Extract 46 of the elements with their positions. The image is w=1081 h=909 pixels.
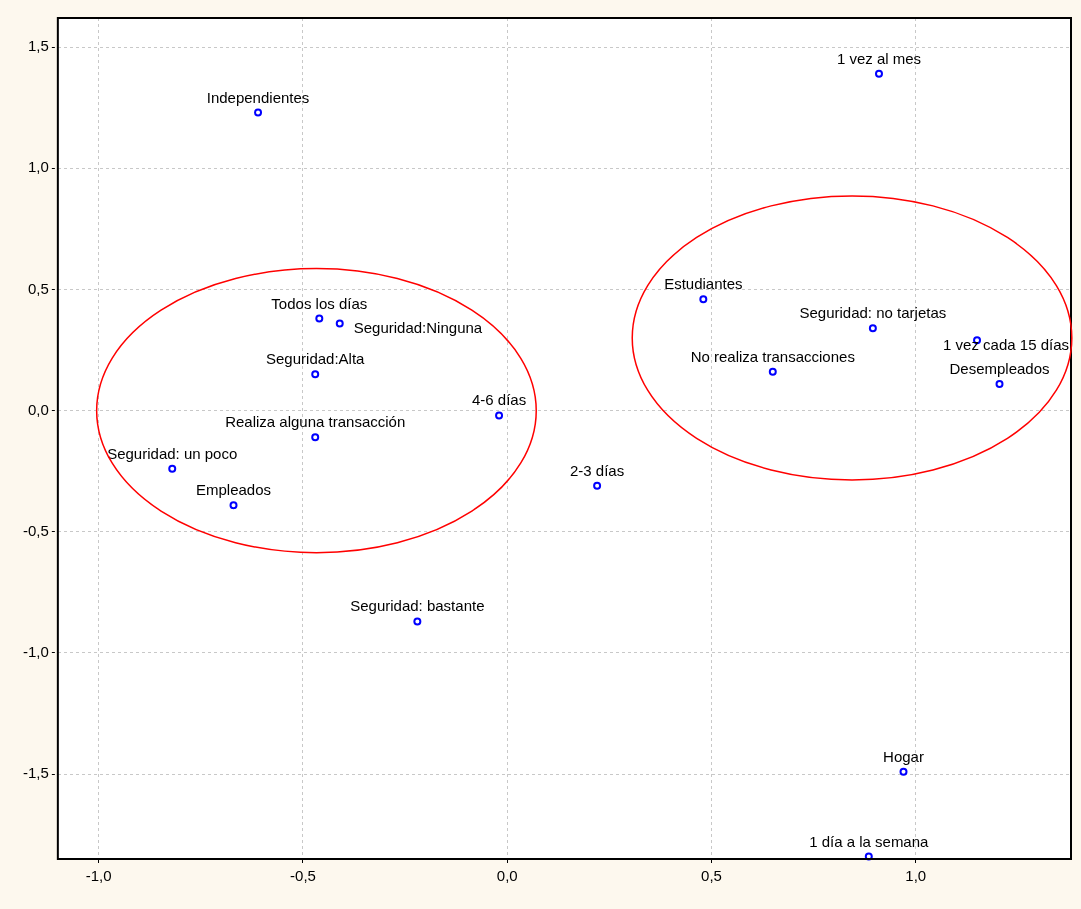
y-tick-label: 0,0 [27,400,49,418]
annotation: Estudiantes [664,275,743,293]
x-tick-label: -1,0 [85,867,112,885]
annotation: Seguridad:Alta [266,350,366,368]
annotation: Hogar [883,747,924,765]
annotation: Seguridad: bastante [350,597,485,615]
point [868,324,877,333]
point [311,433,320,442]
annotation: Independientes [206,88,310,106]
y-tick-label: -0,5 [22,521,49,539]
x-tick-label: 1,0 [905,867,927,885]
point [315,314,324,323]
y-tick-label: -1,5 [22,764,49,782]
annotation: No realiza transacciones [690,347,855,365]
point [874,69,883,78]
point [168,464,177,473]
annotation: 1 día a la semana [809,832,930,850]
point [229,501,238,510]
y-tick-label: 1,0 [27,158,49,176]
annotation: 1 vez al mes [836,49,922,67]
annotation: 2-3 días [570,461,625,479]
x-tick-label: 0,5 [701,867,722,885]
x-tick-label: 0,0 [496,867,518,885]
point [495,411,504,420]
x-tick-label: -0,5 [290,867,316,885]
annotation: Todos los días [271,294,368,312]
point [995,379,1004,388]
annotation: Empleados [195,481,272,499]
point [593,481,602,490]
annotation: 4-6 días [471,391,527,409]
point [254,108,263,117]
point [899,767,908,776]
point [413,617,422,626]
y-tick-label: 1,5 [27,37,49,55]
y-tick-label: 0,5 [27,279,49,297]
point [335,319,344,328]
y-tick-label: -1,0 [22,643,49,661]
annotation: Desempleados [949,359,1050,377]
annotation: Seguridad: un poco [107,444,238,462]
point [699,295,708,304]
annotation: 1 vez cada 15 días [943,336,1069,354]
annotation: Realiza alguna transacción [225,413,406,431]
annotation: Seguridad: no tarjetas [799,304,947,322]
point [768,367,777,376]
annotation: Seguridad:Ninguna [353,319,483,337]
point [311,370,320,379]
